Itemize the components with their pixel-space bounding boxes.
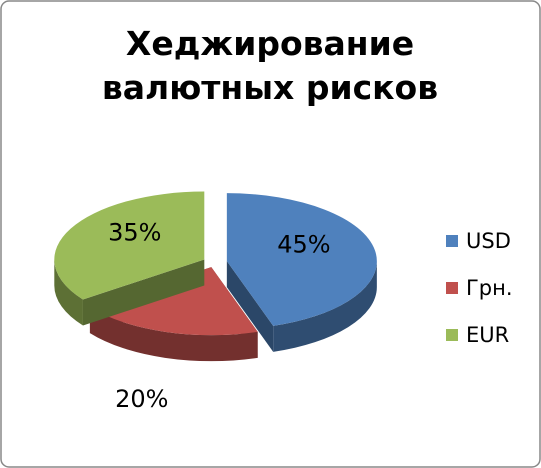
slice-top: [226, 193, 377, 326]
pie-slice: [89, 267, 258, 362]
slice-side: [226, 261, 274, 352]
data-label: 35%: [108, 218, 161, 246]
data-label: 45%: [277, 231, 330, 259]
pie-slice: [54, 191, 205, 326]
legend-swatch: [446, 282, 458, 294]
chart-title: Хеджирование валютных рисков: [101, 24, 439, 107]
legend-label: EUR: [466, 323, 509, 347]
legend-swatch: [446, 329, 458, 341]
legend-swatch: [446, 235, 458, 247]
slice-wall: [54, 259, 83, 326]
slice-wall: [89, 307, 258, 362]
slice-side: [82, 259, 205, 326]
pie-slice: [226, 193, 377, 352]
legend-label: USD: [466, 229, 511, 253]
slice-top: [54, 191, 205, 300]
slice-wall: [273, 261, 377, 352]
slice-top: [89, 267, 258, 336]
legend-label: Грн.: [466, 276, 513, 300]
data-label: 20%: [115, 385, 168, 413]
